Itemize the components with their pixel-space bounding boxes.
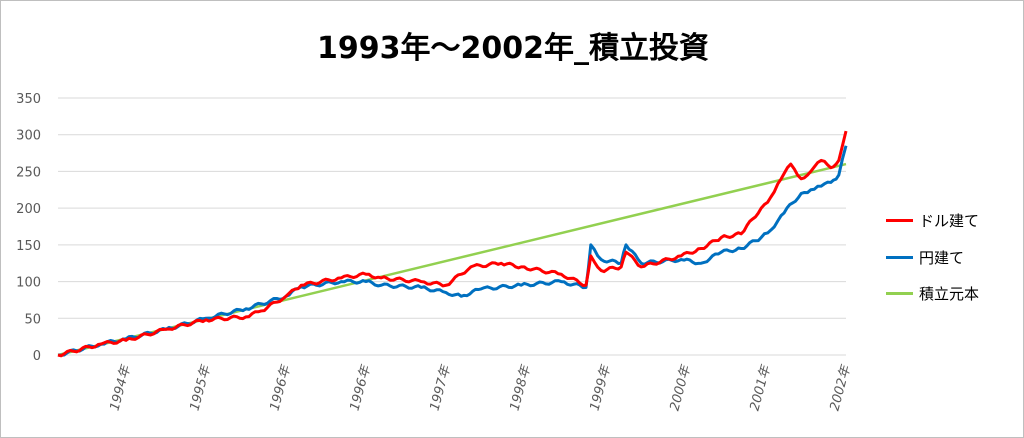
y-tick-label: 300 (16, 129, 41, 144)
y-tick-label: 250 (16, 165, 41, 180)
x-tick-label: 1997年 (427, 362, 454, 412)
y-tick-label: 150 (16, 239, 41, 254)
x-tick-label: 1998年 (507, 362, 534, 412)
legend-swatch-dollar (886, 219, 913, 222)
x-tick-label: 1999年 (587, 362, 614, 412)
x-tick-label: 2002年 (827, 362, 854, 412)
legend-label: 円建て (919, 249, 965, 267)
y-tick-label: 200 (16, 202, 41, 217)
series-line-0 (57, 130, 848, 358)
series-line-1 (57, 145, 848, 357)
y-tick-label: 50 (24, 312, 41, 327)
x-tick-label: 1996年 (347, 362, 374, 412)
x-tick-label: 1995年 (187, 362, 214, 412)
legend-item-yen: 円建て (886, 247, 964, 268)
y-tick-label: 0 (33, 349, 41, 364)
y-tick-label: 100 (16, 276, 41, 291)
x-tick-label: 1996年 (267, 362, 294, 412)
legend-swatch-yen (886, 256, 913, 259)
legend-label: ドル建て (919, 212, 980, 230)
legend-item-principal: 積立元本 (886, 283, 979, 304)
legend-label: 積立元本 (919, 285, 980, 303)
x-tick-label: 1994年 (107, 362, 134, 412)
y-tick-label: 350 (16, 92, 41, 107)
legend-item-dollar: ドル建て (886, 210, 979, 231)
legend-swatch-principal (886, 292, 913, 295)
x-tick-label: 2001年 (747, 362, 774, 412)
x-tick-label: 2000年 (667, 362, 694, 412)
chart-title: 1993年～2002年_積立投資 (317, 31, 709, 66)
